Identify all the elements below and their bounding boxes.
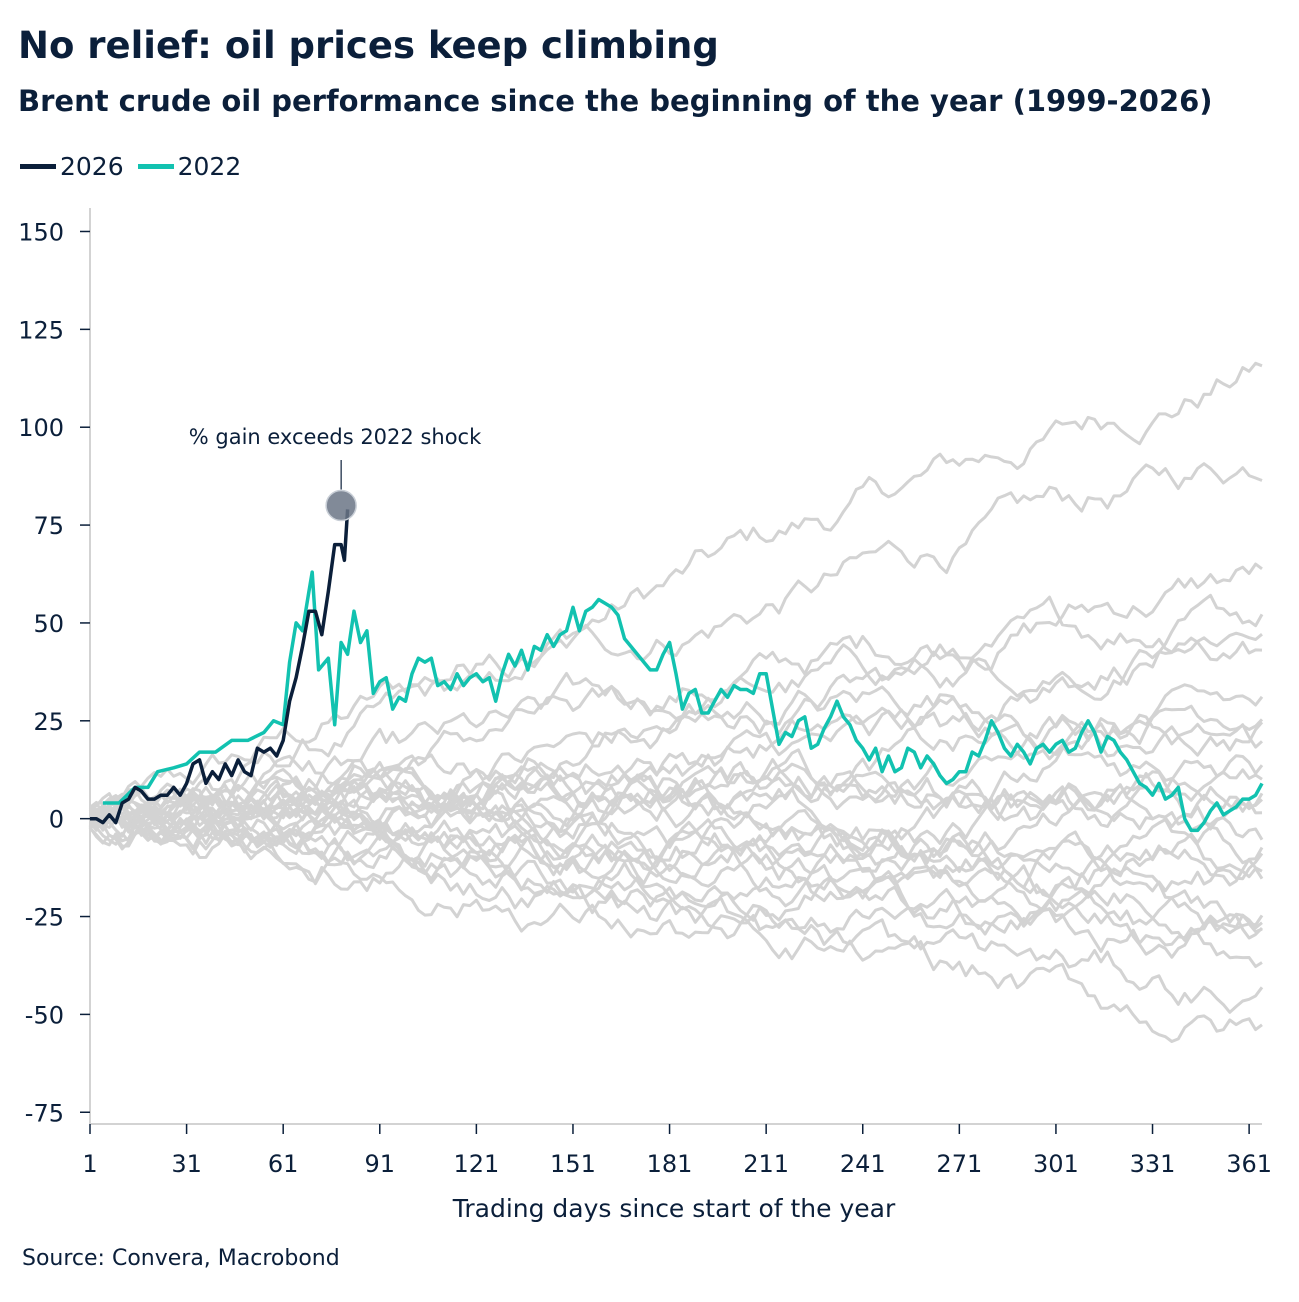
x-tick-label: 181	[647, 1150, 693, 1178]
annotation: % gain exceeds 2022 shock	[189, 425, 482, 522]
y-tick-label: -75	[25, 1099, 64, 1127]
legend: 2026 2022	[20, 152, 241, 181]
series-line-2022	[102, 570, 1264, 833]
historical-year-line	[89, 776, 1263, 852]
y-tick-label: 125	[18, 316, 64, 344]
historical-year-line	[89, 788, 1264, 893]
x-tick-label: 31	[171, 1150, 202, 1178]
historical-year-line	[88, 696, 1264, 825]
legend-item-2026: 2026	[20, 152, 124, 181]
historical-year-line	[89, 787, 1264, 887]
annotation-marker	[325, 489, 357, 522]
historical-year-line	[88, 713, 1264, 842]
x-tick-label: 361	[1226, 1150, 1272, 1178]
y-tick-label: 75	[33, 512, 64, 540]
legend-item-2022: 2022	[137, 152, 242, 181]
axes: -75 -50 -25 0 25 50 75 100 125 150 1 31 61 91 121 151 18…	[18, 208, 1272, 1178]
x-tick-label: 271	[936, 1150, 982, 1178]
highlighted-series	[90, 509, 1264, 833]
historical-year-line	[89, 462, 1263, 821]
chart-title: No relief: oil prices keep climbing	[18, 24, 719, 67]
historical-year-line	[88, 785, 1264, 867]
historical-year-line	[89, 805, 1264, 1014]
legend-label-2022: 2022	[177, 152, 242, 181]
y-tick-label: 0	[49, 806, 64, 834]
y-tick-label: 100	[18, 414, 64, 442]
historical-year-line	[88, 593, 1264, 834]
annotation-text: % gain exceeds 2022 shock	[189, 425, 482, 449]
x-tick-label: 1	[82, 1150, 97, 1178]
historical-year-line	[88, 765, 1264, 852]
y-tick-label: 150	[18, 218, 64, 246]
y-tick-label: 25	[33, 708, 64, 736]
legend-label-2026: 2026	[60, 152, 124, 181]
x-tick-label: 211	[743, 1150, 789, 1178]
historical-year-line	[88, 796, 1263, 1043]
x-tick-label: 151	[550, 1150, 596, 1178]
x-tick-label: 91	[365, 1150, 396, 1178]
historical-year-line	[88, 808, 1264, 953]
chart-subtitle: Brent crude oil performance since the be…	[18, 84, 1213, 118]
series-line-2026	[90, 509, 350, 825]
x-axis-title: Trading days since start of the year	[452, 1194, 896, 1223]
historical-year-line	[88, 803, 1263, 932]
y-tick-label: 50	[33, 610, 64, 638]
x-tick-label: 241	[840, 1150, 886, 1178]
legend-swatch-2026	[20, 164, 56, 169]
historical-year-line	[89, 595, 1263, 816]
x-tick-label: 61	[268, 1150, 299, 1178]
historical-years-lines	[88, 361, 1264, 1043]
x-tick-label: 331	[1130, 1150, 1176, 1178]
x-tick-label: 301	[1033, 1150, 1079, 1178]
x-tick-label: 121	[453, 1150, 499, 1178]
historical-year-line	[89, 636, 1263, 829]
source-note: Source: Convera, Macrobond	[22, 1246, 340, 1271]
legend-swatch-2022	[137, 164, 174, 169]
y-tick-label: -50	[25, 1001, 64, 1029]
historical-year-line	[88, 683, 1264, 831]
y-tick-label: -25	[25, 904, 64, 932]
